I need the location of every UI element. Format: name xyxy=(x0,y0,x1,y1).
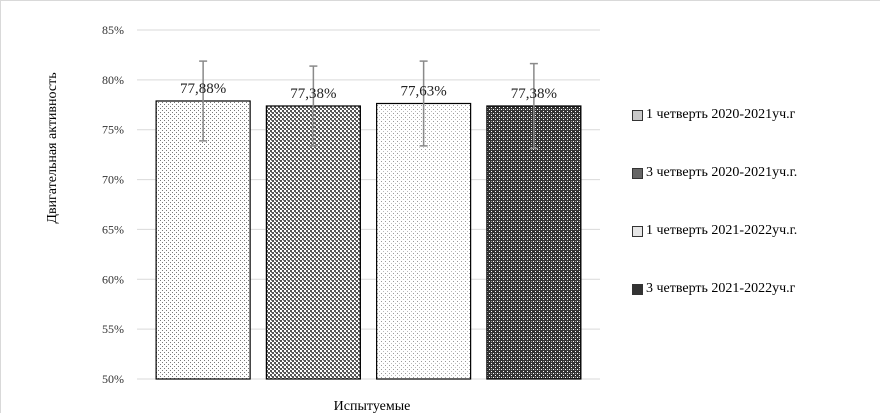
x-axis-title: Испытуемые xyxy=(334,399,411,414)
legend-swatch xyxy=(632,109,643,121)
legend-item: 1 четверть 2020-2021уч.г xyxy=(632,86,797,144)
legend-label: 3 четверть 2021-2022уч.г xyxy=(646,281,796,296)
legend-label: 3 четверть 2020-2021уч.г. xyxy=(646,165,798,180)
y-axis-ticks: 50% 55% 60% 65% 70% 75% 80% 85% xyxy=(102,23,124,386)
y-tick-label: 65% xyxy=(102,222,124,236)
legend-swatch xyxy=(632,283,643,295)
y-tick-label: 50% xyxy=(102,372,124,386)
data-labels: 77,88% 77,38% 77,63% 77,38% xyxy=(180,81,557,102)
y-tick-label: 70% xyxy=(102,173,124,187)
y-tick-label: 60% xyxy=(102,272,124,286)
data-label: 77,38% xyxy=(511,86,557,102)
legend-item: 1 четверть 2021-2022уч.г. xyxy=(632,202,797,260)
bars xyxy=(155,100,582,380)
y-tick-label: 55% xyxy=(102,322,124,336)
legend-label: 1 четверть 2020-2021уч.г xyxy=(646,107,796,122)
legend: 1 четверть 2020-2021уч.г 3 четверть 2020… xyxy=(632,86,797,318)
y-tick-label: 80% xyxy=(102,73,124,87)
y-tick-label: 75% xyxy=(102,123,124,137)
bar xyxy=(265,105,361,380)
legend-item: 3 четверть 2021-2022уч.г xyxy=(632,260,797,318)
data-label: 77,63% xyxy=(401,83,447,99)
error-bars xyxy=(199,60,538,150)
bar xyxy=(155,100,251,380)
legend-swatch xyxy=(632,167,643,179)
data-label: 77,88% xyxy=(180,81,226,97)
y-axis-title: Двигательная активность xyxy=(45,72,60,223)
y-tick-label: 85% xyxy=(102,23,124,37)
bar xyxy=(376,102,472,380)
legend-label: 1 четверть 2021-2022уч.г. xyxy=(646,223,798,238)
legend-swatch xyxy=(632,225,643,237)
legend-item: 3 четверть 2020-2021уч.г. xyxy=(632,144,797,202)
data-label: 77,38% xyxy=(290,86,336,102)
